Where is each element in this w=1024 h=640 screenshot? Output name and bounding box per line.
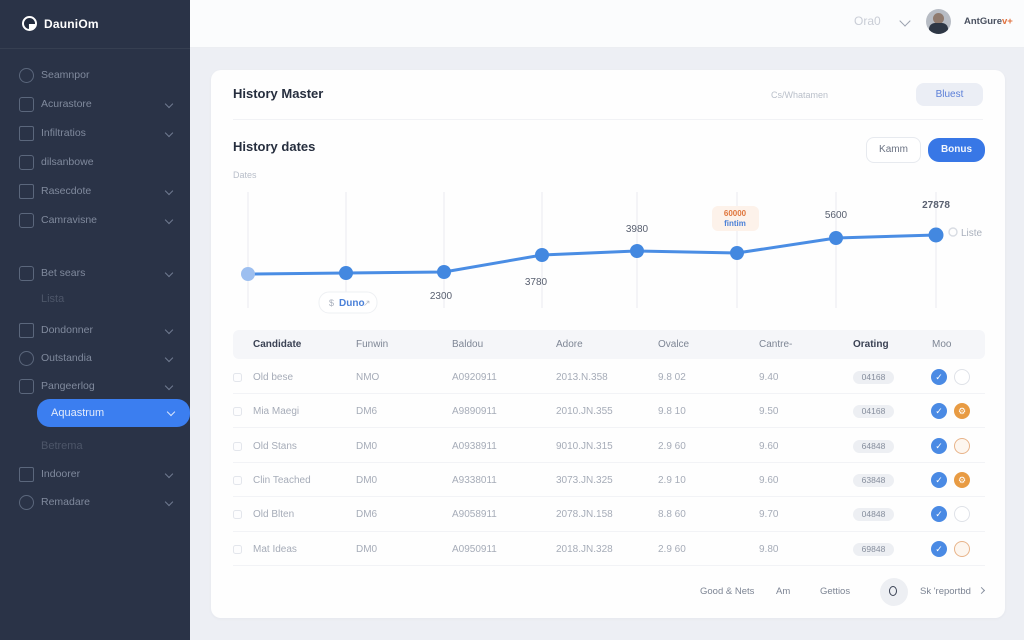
svg-text:60000: 60000 [724, 209, 747, 218]
svg-text:3780: 3780 [525, 277, 548, 288]
svg-text:2300: 2300 [430, 291, 453, 302]
svg-text:↗: ↗ [363, 298, 371, 308]
svg-text:$: $ [329, 298, 334, 308]
svg-text:3980: 3980 [626, 224, 649, 235]
svg-text:27878: 27878 [922, 200, 950, 211]
svg-text:5600: 5600 [825, 210, 848, 221]
svg-text:fintim: fintim [724, 219, 746, 228]
svg-text:Duno: Duno [339, 298, 365, 309]
svg-text:Liste: Liste [961, 228, 983, 239]
